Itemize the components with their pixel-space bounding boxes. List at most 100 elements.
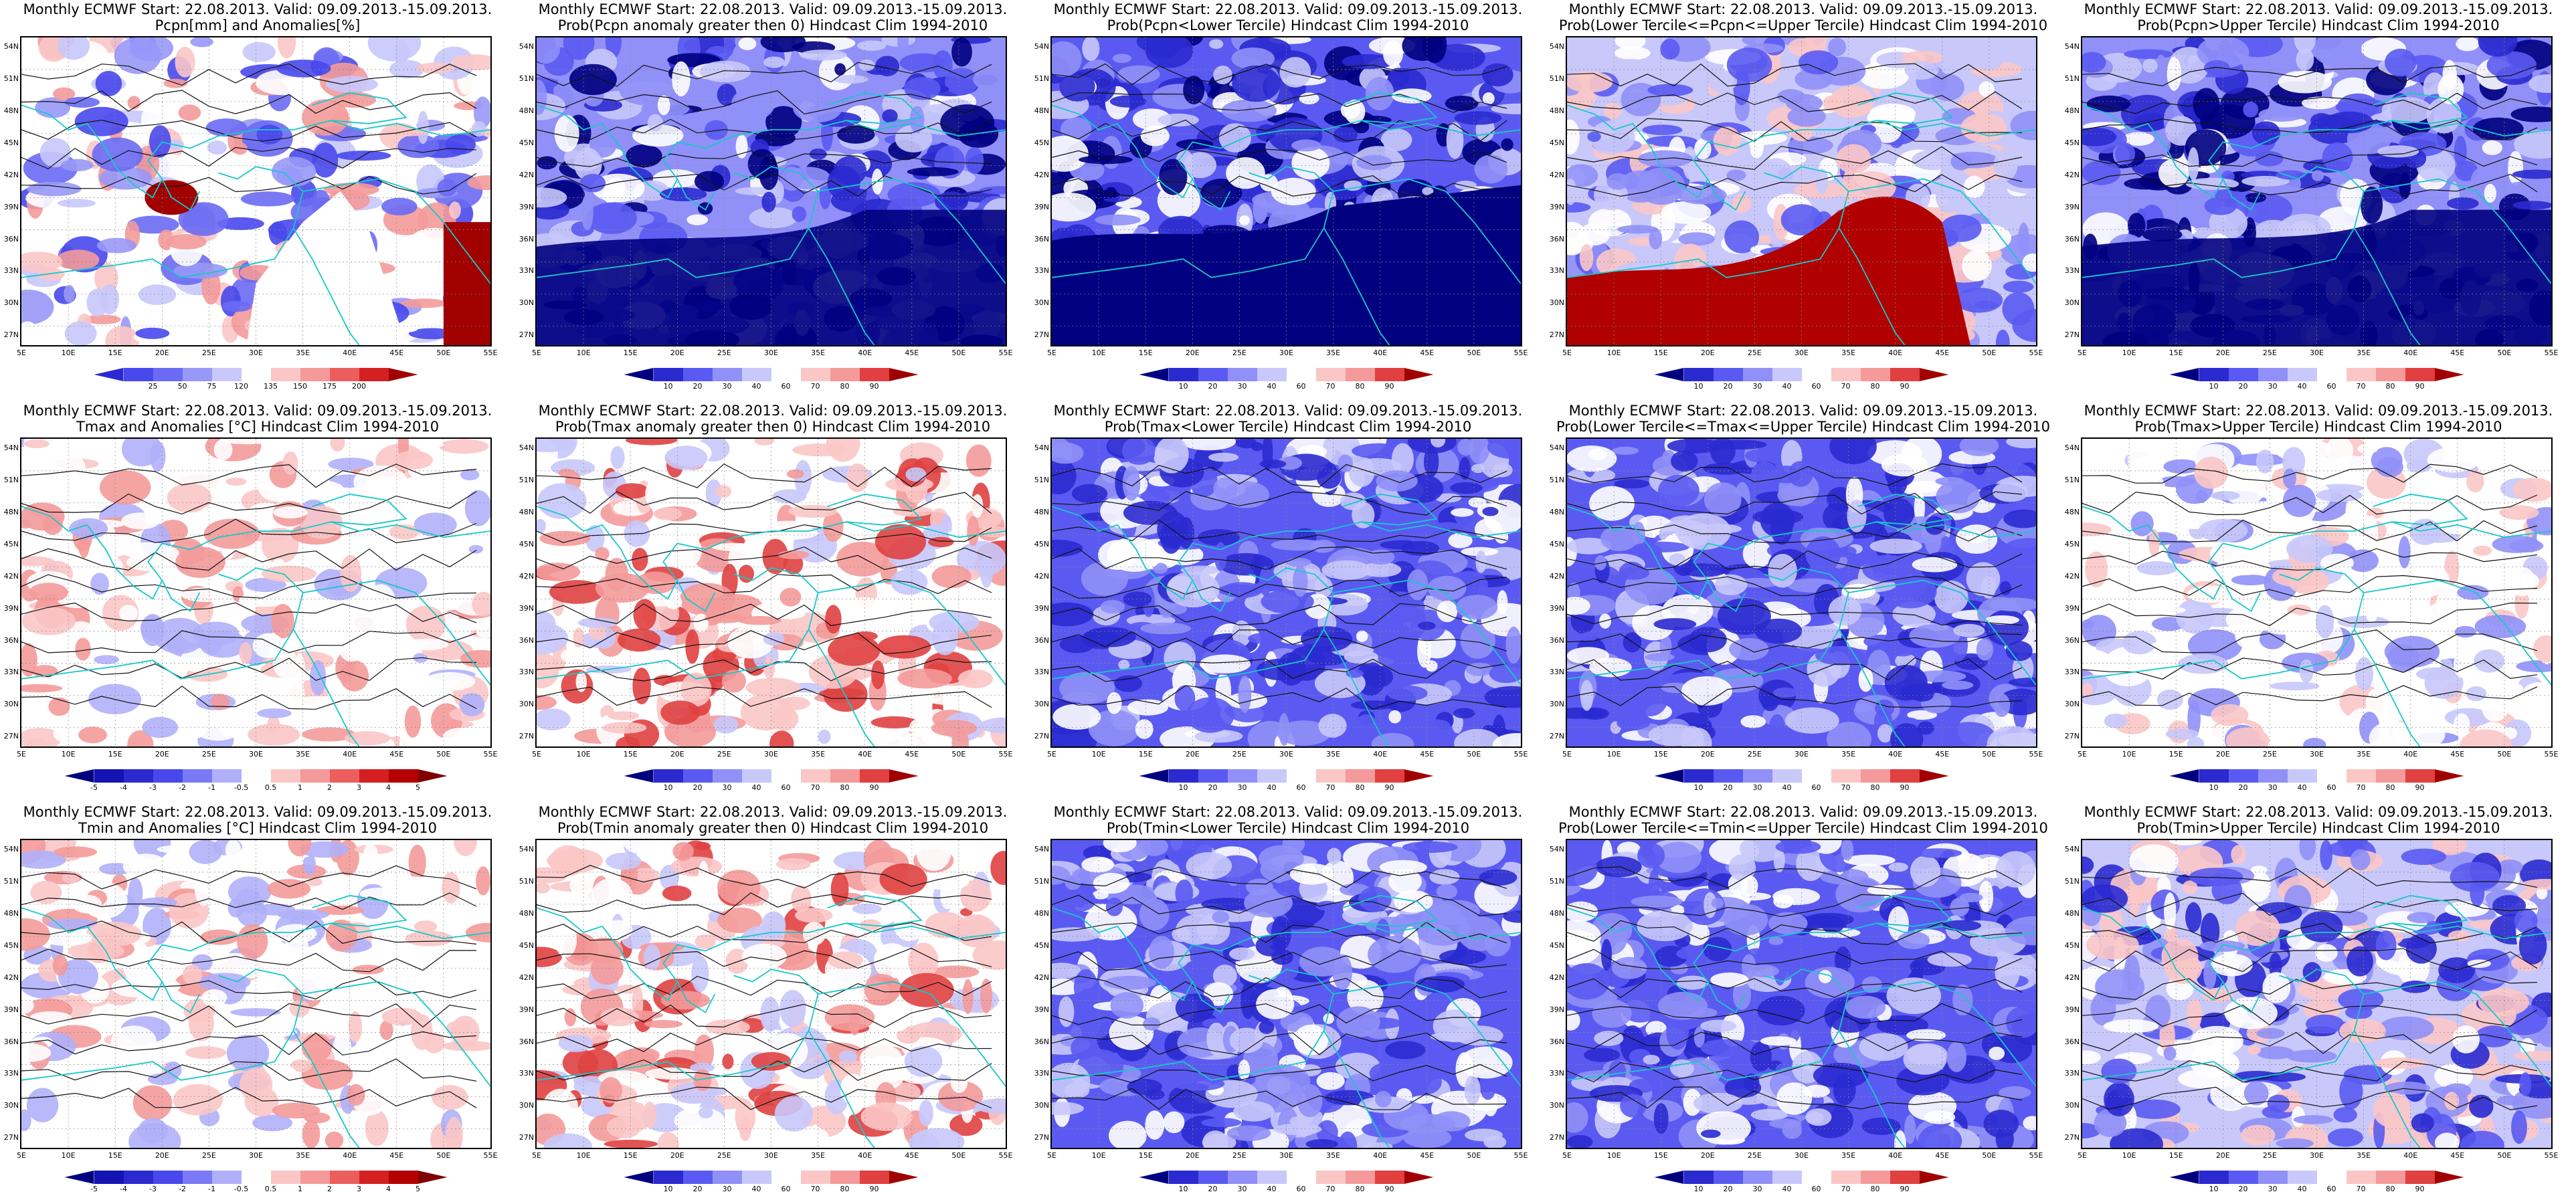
panel-title-line1: Monthly ECMWF Start: 22.08.2013. Valid: … [538, 403, 1008, 419]
colorbar-segment [1227, 368, 1257, 381]
y-tick-label: 27N [1549, 732, 1564, 741]
colorbar-segment [123, 368, 153, 381]
colorbar-label: 40 [751, 783, 761, 792]
x-tick-label: 45E [389, 750, 404, 759]
colorbar-segment [64, 769, 94, 783]
colorbar-segment [2199, 1171, 2229, 1184]
x-tick-label: 20E [155, 750, 169, 759]
colorbar-segment [1860, 1171, 1890, 1184]
colorbar-label: 10 [2209, 783, 2219, 792]
y-tick-label: 42N [3, 571, 19, 581]
x-tick-label: 35E [811, 750, 826, 759]
x-tick-label: 5E [532, 750, 541, 759]
map-frame [20, 437, 492, 748]
colorbar-label: 20 [1723, 783, 1733, 792]
y-tick-label: 39N [2064, 1005, 2080, 1014]
colorbar-segment [1374, 368, 1404, 381]
y-tick-label: 30N [1034, 298, 1049, 308]
y-tick-label: 48N [1034, 106, 1049, 115]
colorbar [1654, 368, 1949, 381]
y-tick-label: 42N [1034, 170, 1049, 179]
colorbar-segment [1713, 368, 1743, 381]
x-tick-label: 55E [2029, 348, 2043, 357]
y-tick-label: 30N [2064, 1101, 2080, 1110]
map-field [2082, 439, 2551, 746]
colorbar-segment [329, 769, 359, 783]
y-tick-label: 27N [3, 330, 19, 340]
colorbar-label: 20 [2238, 1185, 2248, 1193]
map-field [2082, 37, 2551, 345]
x-tick-label: 20E [2215, 750, 2230, 759]
x-tick-label: 25E [717, 1151, 731, 1160]
y-tick-label: 27N [3, 732, 19, 741]
x-tick-label: 40E [1888, 750, 1903, 759]
panel-title-line2: Prob(Lower Tercile<=Tmin<=Upper Tercile)… [1558, 820, 2048, 836]
map-field [1567, 37, 2036, 345]
y-tick-label: 45N [1034, 539, 1049, 548]
x-tick-label: 20E [2215, 348, 2230, 357]
map-frame [2081, 437, 2553, 748]
panel-title-line2: Tmin and Anomalies [°C] Hindcast Clim 19… [78, 820, 438, 836]
colorbar [624, 368, 919, 381]
colorbar-segment [241, 368, 271, 381]
y-tick-label: 51N [1549, 74, 1564, 83]
map-panel: Monthly ECMWF Start: 22.08.2013. Valid: … [515, 0, 1030, 401]
x-tick-label: 10E [2122, 348, 2136, 357]
colorbar-label: 10 [2209, 1185, 2219, 1193]
colorbar-label: 60 [2326, 382, 2336, 391]
colorbar-label: -5 [90, 1185, 98, 1193]
colorbar-segment [2434, 769, 2464, 783]
colorbar-segment [771, 1171, 801, 1184]
colorbar-label: 70 [810, 783, 820, 792]
x-tick-label: 30E [2310, 348, 2324, 357]
x-tick-label: 10E [1091, 750, 1106, 759]
panel-title-line2: Prob(Lower Tercile<=Tmax<=Upper Tercile)… [1556, 419, 2050, 435]
y-tick-label: 42N [1549, 973, 1564, 982]
y-tick-label: 36N [3, 234, 19, 243]
y-tick-label: 33N [1034, 668, 1049, 677]
colorbar-label: 90 [869, 1185, 879, 1193]
x-tick-label: 20E [670, 348, 684, 357]
panel-title-line2: Prob(Lower Tercile<=Pcpn<=Upper Tercile)… [1558, 17, 2048, 33]
panel-title-line2: Prob(Pcpn anomaly greater then 0) Hindca… [557, 17, 988, 33]
map-frame [20, 839, 492, 1149]
colorbar-label: 80 [1870, 382, 1880, 391]
colorbar-segment [1198, 1171, 1228, 1184]
x-tick-label: 40E [2403, 750, 2418, 759]
y-tick-label: 42N [2064, 973, 2080, 982]
y-tick-label: 45N [3, 940, 19, 950]
x-tick-label: 25E [1747, 1151, 1762, 1160]
colorbar-label: -0.5 [234, 783, 249, 792]
x-tick-label: 15E [623, 750, 638, 759]
colorbar-label: 135 [264, 382, 278, 391]
colorbar-segment [771, 368, 801, 381]
colorbar-label: 10 [1178, 1185, 1188, 1193]
x-tick-label: 50E [1982, 750, 1997, 759]
colorbar-segment [1742, 1171, 1772, 1184]
y-tick-label: 45N [1549, 138, 1564, 147]
x-tick-label: 30E [764, 348, 778, 357]
x-tick-label: 30E [2310, 750, 2324, 759]
x-tick-label: 10E [61, 348, 76, 357]
colorbar-segment [1374, 1171, 1404, 1184]
y-tick-label: 33N [1549, 668, 1564, 677]
x-tick-label: 25E [1232, 348, 1247, 357]
x-tick-label: 35E [1841, 348, 1856, 357]
colorbar-label: 2 [327, 1185, 332, 1193]
colorbar-label: 30 [1752, 783, 1762, 792]
y-tick-label: 27N [519, 732, 534, 741]
x-tick-label: 5E [17, 750, 26, 759]
colorbar-label: 75 [207, 382, 217, 391]
colorbar [1139, 769, 1434, 783]
x-tick-label: 5E [17, 1151, 26, 1160]
y-tick-label: 33N [3, 668, 19, 677]
colorbar-label: 30 [722, 382, 732, 391]
colorbar-label: 40 [1782, 783, 1792, 792]
x-tick-label: 35E [1326, 1151, 1341, 1160]
y-tick-label: 36N [1549, 234, 1564, 243]
panel-title-line2: Prob(Tmin>Upper Tercile) Hindcast Clim 1… [2136, 820, 2500, 836]
colorbar-label: 40 [2297, 1185, 2307, 1193]
y-tick-label: 39N [1549, 202, 1564, 211]
panel-title-line1: Monthly ECMWF Start: 22.08.2013. Valid: … [2084, 1, 2553, 17]
x-tick-label: 55E [998, 750, 1013, 759]
